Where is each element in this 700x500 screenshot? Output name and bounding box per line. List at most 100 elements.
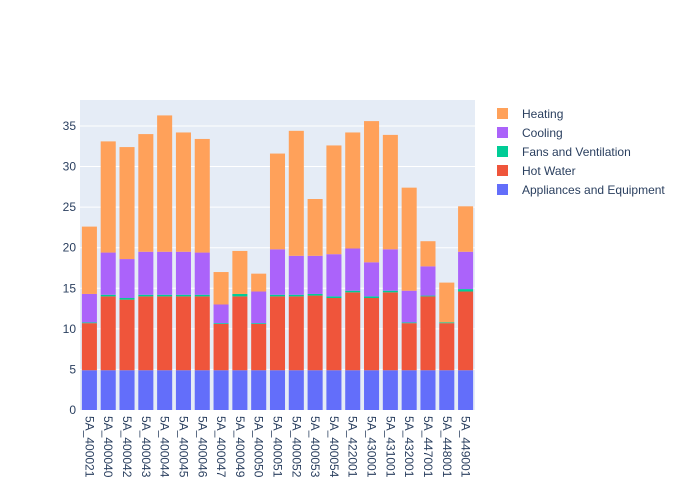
bar-segment[interactable] [213, 323, 229, 324]
bar-segment[interactable] [439, 370, 455, 410]
bar-segment[interactable] [251, 323, 267, 324]
bar-segment[interactable] [458, 251, 474, 290]
bar-segment[interactable] [175, 296, 191, 371]
bar-segment[interactable] [307, 293, 323, 296]
bar-segment[interactable] [157, 115, 173, 252]
bar-segment[interactable] [364, 296, 380, 299]
bar-segment[interactable] [119, 259, 135, 299]
bar-segment[interactable] [81, 293, 97, 323]
bar-segment[interactable] [326, 145, 342, 255]
legend-item[interactable]: Hot Water [497, 164, 576, 178]
bar-segment[interactable] [157, 370, 173, 410]
bar-segment[interactable] [232, 296, 248, 371]
bar-segment[interactable] [307, 255, 323, 294]
bar-segment[interactable] [269, 294, 286, 297]
bar-segment[interactable] [81, 370, 97, 410]
bar-segment[interactable] [138, 251, 154, 295]
bar-segment[interactable] [269, 249, 286, 295]
bar-segment[interactable] [458, 289, 474, 292]
bar-segment[interactable] [345, 370, 361, 410]
bar-segment[interactable] [401, 187, 417, 291]
bar-segment[interactable] [194, 138, 210, 253]
bar-segment[interactable] [232, 370, 248, 410]
bar-segment[interactable] [81, 226, 97, 294]
bar-segment[interactable] [175, 294, 191, 297]
bar-segment[interactable] [326, 296, 342, 299]
bar-segment[interactable] [269, 153, 286, 250]
bar-segment[interactable] [119, 147, 135, 260]
bar-segment[interactable] [194, 296, 210, 371]
bar-segment[interactable] [119, 298, 135, 300]
bar-segment[interactable] [364, 262, 380, 297]
bar-segment[interactable] [213, 370, 229, 410]
bar-segment[interactable] [100, 141, 116, 253]
bar-segment[interactable] [175, 132, 191, 252]
bar-segment[interactable] [288, 130, 304, 256]
bar-segment[interactable] [288, 296, 304, 371]
bar-segment[interactable] [326, 298, 342, 371]
bar-segment[interactable] [401, 370, 417, 410]
bar-segment[interactable] [345, 292, 361, 371]
bar-segment[interactable] [401, 290, 417, 323]
bar-segment[interactable] [81, 322, 97, 324]
bar-segment[interactable] [439, 323, 455, 371]
bar-segment[interactable] [420, 266, 436, 296]
bar-segment[interactable] [307, 370, 323, 410]
bar-segment[interactable] [345, 290, 361, 293]
bar-segment[interactable] [251, 291, 267, 324]
bar-segment[interactable] [251, 323, 267, 371]
bar-segment[interactable] [100, 296, 116, 371]
bar-segment[interactable] [382, 292, 398, 371]
bar-segment[interactable] [420, 296, 436, 371]
bar-segment[interactable] [138, 296, 154, 371]
bar-segment[interactable] [345, 132, 361, 249]
bar-segment[interactable] [157, 296, 173, 371]
bar-segment[interactable] [401, 322, 417, 324]
bar-segment[interactable] [213, 304, 229, 324]
bar-segment[interactable] [119, 299, 135, 371]
bar-segment[interactable] [269, 370, 286, 410]
bar-segment[interactable] [157, 251, 173, 295]
bar-segment[interactable] [100, 294, 116, 297]
bar-segment[interactable] [439, 282, 455, 323]
legend-item[interactable]: Fans and Ventilation [497, 145, 631, 159]
bar-segment[interactable] [458, 291, 474, 371]
bar-segment[interactable] [345, 248, 361, 291]
bar-segment[interactable] [382, 370, 398, 410]
bar-segment[interactable] [420, 370, 436, 410]
bar-segment[interactable] [194, 252, 210, 295]
legend-item[interactable]: Heating [497, 107, 563, 121]
bar-segment[interactable] [364, 370, 380, 410]
bar-segment[interactable] [119, 370, 135, 410]
bar-segment[interactable] [213, 323, 229, 371]
bar-segment[interactable] [175, 251, 191, 295]
bar-segment[interactable] [326, 370, 342, 410]
bar-segment[interactable] [138, 134, 154, 252]
bar-segment[interactable] [251, 370, 267, 410]
bar-segment[interactable] [138, 294, 154, 297]
bar-segment[interactable] [194, 294, 210, 297]
legend-item[interactable]: Cooling [497, 126, 563, 140]
bar-segment[interactable] [232, 293, 248, 297]
bar-segment[interactable] [382, 290, 398, 293]
bar-segment[interactable] [194, 370, 210, 410]
bar-segment[interactable] [251, 273, 267, 292]
bar-segment[interactable] [458, 206, 474, 252]
bar-segment[interactable] [382, 249, 398, 291]
bar-segment[interactable] [458, 370, 474, 410]
bar-segment[interactable] [288, 294, 304, 297]
bar-segment[interactable] [81, 323, 97, 371]
bar-segment[interactable] [138, 370, 154, 410]
bar-segment[interactable] [288, 370, 304, 410]
legend-item[interactable]: Appliances and Equipment [497, 183, 665, 197]
bar-segment[interactable] [288, 255, 304, 295]
bar-segment[interactable] [100, 252, 116, 295]
bar-segment[interactable] [213, 272, 229, 305]
bar-segment[interactable] [382, 134, 398, 250]
bar-segment[interactable] [439, 322, 455, 324]
bar-segment[interactable] [269, 296, 286, 371]
bar-segment[interactable] [232, 250, 248, 294]
bar-segment[interactable] [100, 370, 116, 410]
bar-segment[interactable] [401, 323, 417, 371]
bar-segment[interactable] [157, 294, 173, 297]
